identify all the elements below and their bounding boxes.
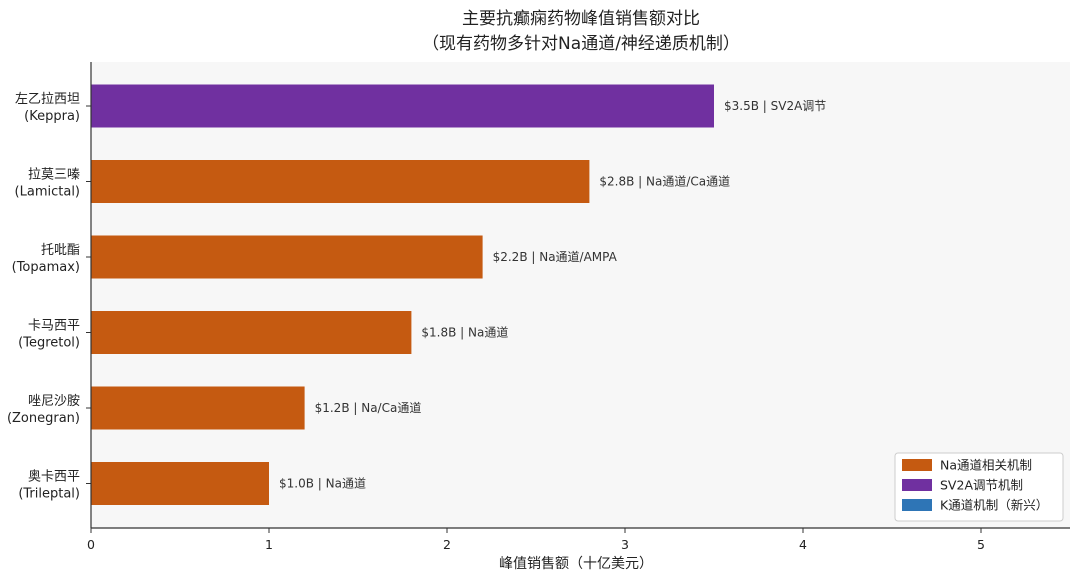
category-label-brand: (Topamax) — [12, 260, 80, 275]
x-tick-label: 4 — [799, 537, 807, 552]
legend-items: Na通道相关机制 SV2A调节机制 K通道机制（新兴） — [902, 458, 1048, 513]
x-tick-label: 5 — [977, 537, 985, 552]
bar-value-label: $1.2B | Na/Ca通道 — [315, 401, 422, 415]
legend-label: SV2A调节机制 — [940, 478, 1023, 493]
plot-background — [91, 62, 1070, 528]
bar — [91, 235, 483, 279]
category-label-brand: (Trileptal) — [18, 487, 80, 502]
category-label-brand: (Lamictal) — [15, 185, 80, 200]
chart-title: 主要抗癫痫药物峰值销售额对比 — [462, 9, 700, 29]
bar — [91, 160, 590, 203]
category-label-brand: (Tegretol) — [18, 336, 80, 351]
category-label-name: 托吡酯 — [41, 243, 80, 258]
x-tick-label: 0 — [87, 537, 95, 552]
bar-value-label: $2.8B | Na通道/Ca通道 — [599, 175, 730, 189]
category-label-name: 唑尼沙胺 — [28, 393, 80, 409]
category-label-brand: (Keppra) — [24, 109, 80, 124]
bar — [91, 462, 269, 505]
legend-box — [894, 452, 1064, 522]
category-label-name: 卡马西平 — [28, 319, 80, 334]
x-axis-title: 峰值销售额（十亿美元） — [499, 556, 653, 572]
category-label-name: 奥卡西平 — [28, 470, 80, 485]
x-tick-label: 3 — [621, 537, 629, 552]
legend-swatch — [902, 479, 932, 491]
bar — [91, 311, 412, 354]
legend: Na通道相关机制 SV2A调节机制 K通道机制（新兴） — [894, 452, 1064, 522]
bar — [91, 386, 305, 430]
bar — [91, 84, 714, 128]
legend-swatch — [902, 499, 932, 511]
legend-label: K通道机制（新兴） — [940, 498, 1048, 513]
x-tick-label: 2 — [443, 537, 451, 552]
category-labels-layer: 左乙拉西坦 (Keppra) 拉莫三嗪 (Lamictal) 托吡酯 (Topamax) 卡… — [7, 92, 91, 502]
bar-value-label: $2.2B | Na通道/AMPA — [493, 250, 618, 264]
chart-subtitle: （现有药物多针对Na通道/神经递质机制） — [422, 34, 740, 54]
category-label-name: 左乙拉西坦 — [15, 92, 80, 107]
bar-value-label: $1.0B | Na通道 — [279, 477, 366, 491]
x-ticks-layer: 0 1 2 3 4 5 — [87, 528, 985, 552]
bar-value-label: $3.5B | SV2A调节 — [724, 99, 826, 113]
x-tick-label: 1 — [265, 537, 273, 552]
category-label-name: 拉莫三嗪 — [28, 168, 80, 183]
bar-value-label: $1.8B | Na通道 — [421, 326, 508, 340]
legend-swatch — [902, 459, 932, 471]
bars-layer — [91, 84, 714, 505]
bar-labels-layer: $3.5B | SV2A调节 $2.8B | Na通道/Ca通道 $2.2B | N… — [279, 99, 826, 491]
category-label-brand: (Zonegran) — [7, 411, 80, 426]
legend-label: Na通道相关机制 — [940, 458, 1032, 473]
